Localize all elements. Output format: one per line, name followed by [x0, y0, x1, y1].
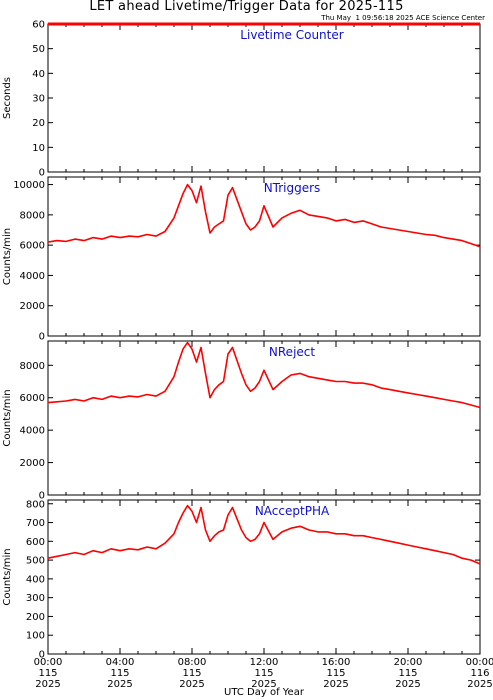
x-tick-label: 2025	[107, 679, 132, 690]
chart-title: LET ahead Livetime/Trigger Data for 2025…	[89, 0, 404, 14]
y-tick-label: 4000	[20, 426, 45, 437]
y-axis-label: Counts/min	[2, 389, 13, 446]
series-line	[47, 183, 481, 248]
y-tick-label: 8000	[20, 210, 45, 221]
y-tick-label: 0	[39, 491, 45, 502]
x-axis-label: UTC Day of Year	[224, 687, 305, 698]
panel-label: NReject	[269, 345, 315, 359]
y-tick-label: 60	[32, 20, 45, 31]
x-tick-label: 115	[398, 668, 417, 679]
x-tick-label: 00:00	[466, 657, 493, 668]
y-axis-label: Seconds	[2, 77, 13, 119]
x-tick-label: 2025	[251, 679, 276, 690]
y-tick-label: 500	[26, 556, 45, 567]
y-tick-label: 700	[26, 518, 45, 529]
plot-frame	[47, 176, 481, 337]
y-tick-label: 50	[32, 44, 45, 55]
y-tick-label: 2000	[20, 458, 45, 469]
y-tick-label: 400	[26, 574, 45, 585]
y-tick-label: 10000	[13, 180, 45, 191]
y-tick-label: 40	[32, 69, 45, 80]
x-tick-label: 16:00	[322, 657, 351, 668]
x-tick-label: 08:00	[178, 657, 207, 668]
x-tick-label: 2025	[395, 679, 420, 690]
y-tick-label: 6000	[20, 241, 45, 252]
x-tick-label: 115	[254, 668, 273, 679]
y-tick-label: 0	[39, 650, 45, 661]
x-tick-label: 00:00	[34, 657, 63, 668]
x-tick-label: 2025	[179, 679, 204, 690]
x-tick-label: 12:00	[250, 657, 279, 668]
x-tick-label: 115	[110, 668, 129, 679]
x-tick-label: 2025	[35, 679, 60, 690]
y-tick-label: 30	[32, 94, 45, 105]
panel-label: Livetime Counter	[240, 28, 343, 42]
plot-frame	[47, 340, 481, 496]
plot-frame	[47, 23, 481, 173]
y-axis-label: Counts/min	[2, 228, 13, 285]
y-tick-label: 8000	[20, 361, 45, 372]
y-axis-label: Counts/min	[2, 548, 13, 605]
series-line	[47, 341, 481, 409]
panel-label: NAcceptPHA	[255, 504, 330, 518]
y-tick-label: 2000	[20, 301, 45, 312]
y-tick-label: 10	[32, 143, 45, 154]
y-tick-label: 100	[26, 631, 45, 642]
y-tick-label: 20	[32, 118, 45, 129]
x-tick-label: 04:00	[106, 657, 135, 668]
y-tick-label: 800	[26, 499, 45, 510]
y-tick-label: 200	[26, 612, 45, 623]
y-tick-label: 600	[26, 537, 45, 548]
y-tick-label: 6000	[20, 393, 45, 404]
x-tick-label: 115	[326, 668, 345, 679]
y-tick-label: 300	[26, 593, 45, 604]
y-tick-label: 0	[39, 168, 45, 179]
x-tick-label: 2025	[467, 679, 492, 690]
y-tick-label: 4000	[20, 271, 45, 282]
panel-label: NTriggers	[264, 181, 321, 195]
x-tick-label: 115	[182, 668, 201, 679]
x-tick-label: 115	[38, 668, 57, 679]
series-line	[47, 504, 481, 565]
timestamp-credit: Thu May 1 09:56:18 2025 ACE Science Cent…	[321, 14, 485, 22]
x-tick-label: 116	[470, 668, 489, 679]
y-tick-label: 0	[39, 332, 45, 343]
x-tick-label: 2025	[323, 679, 348, 690]
x-tick-label: 20:00	[394, 657, 423, 668]
